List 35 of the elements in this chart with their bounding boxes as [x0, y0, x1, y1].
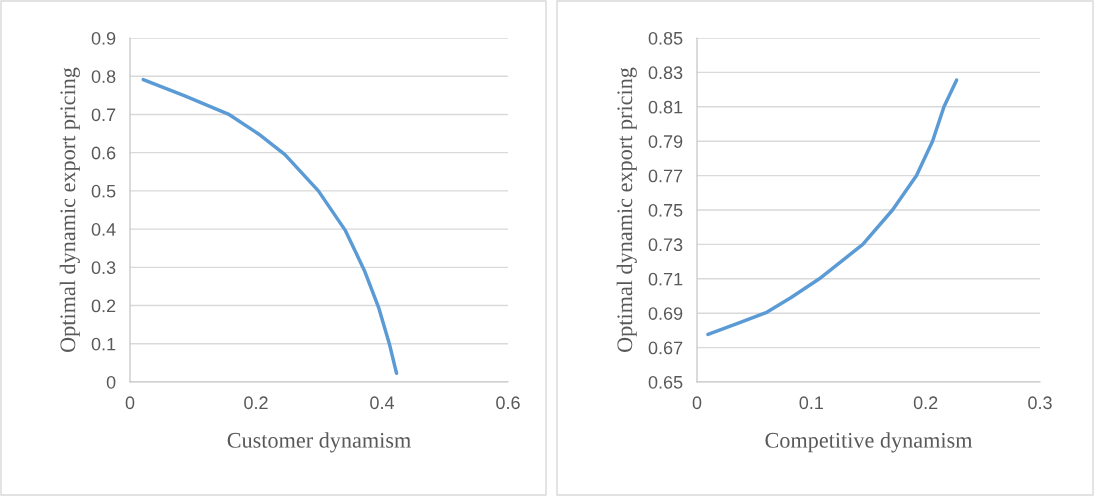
y-tick-label: 0.2 [91, 299, 116, 313]
y-tick-label: 0.7 [91, 108, 116, 122]
y-tick-label: 0.67 [648, 341, 683, 355]
x-tick-label: 0.2 [913, 396, 938, 410]
y-axis-title: Optimal dynamic export pricing [616, 67, 637, 352]
y-tick-label: 0.75 [648, 203, 683, 217]
y-tick-label: 0.83 [648, 66, 683, 80]
line-series [706, 78, 959, 337]
y-tick-label: 0.9 [91, 31, 116, 45]
x-axis-title: Customer dynamism [227, 432, 411, 453]
y-tick-label: 0.81 [648, 100, 683, 114]
x-tick-label: 0.6 [496, 396, 520, 410]
x-tick-label: 0.2 [244, 396, 268, 410]
x-tick-label: 0.1 [799, 396, 823, 410]
y-tick-label: 0 [106, 375, 116, 389]
y-tick-label: 0.4 [91, 223, 116, 236]
y-tick-label: 0.71 [648, 272, 683, 286]
y-tick-label: 0.1 [91, 337, 116, 351]
y-tick-label: 0.69 [648, 307, 683, 320]
y-tick-label: 0.8 [91, 70, 116, 83]
line-series [141, 77, 399, 375]
y-tick-label: 0.79 [648, 135, 683, 148]
y-tick-label: 0.3 [91, 261, 116, 275]
y-tick-label: 0.73 [648, 238, 683, 252]
y-tick-label: 0.5 [91, 184, 116, 198]
y-tick-label: 0.77 [648, 169, 683, 183]
x-tick-label: 0.4 [370, 396, 395, 410]
y-tick-label: 0.85 [648, 31, 683, 45]
y-axis-title: Optimal dynamic export pricing [59, 67, 80, 352]
x-axis-title: Competitive dynamism [765, 432, 973, 453]
x-tick-label: 0 [125, 396, 135, 410]
y-tick-label: 0.65 [648, 375, 683, 389]
x-tick-label: 0.3 [1028, 396, 1052, 410]
y-tick-label: 0.6 [91, 146, 116, 160]
x-tick-label: 0 [692, 396, 702, 410]
